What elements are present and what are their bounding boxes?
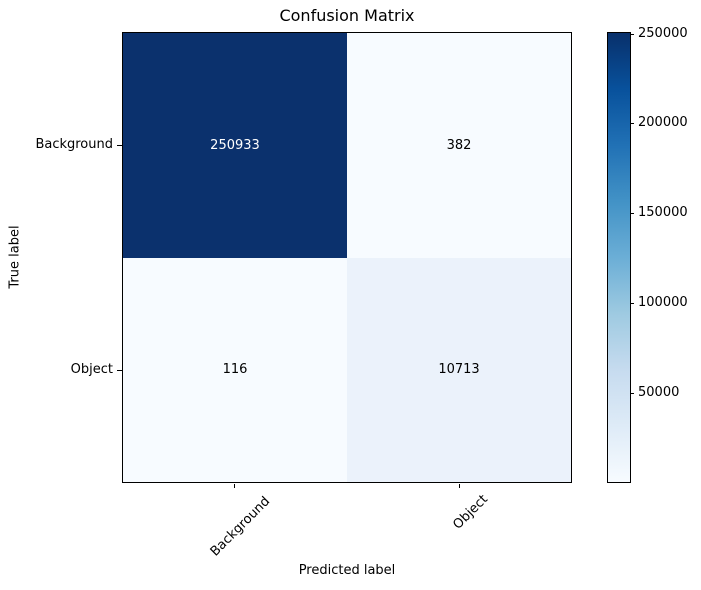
- x-tick-mark-background: [234, 484, 235, 488]
- chart-title: Confusion Matrix: [279, 6, 415, 25]
- colorbar-tick-label: 250000: [638, 26, 688, 41]
- heatmap-cell-background-background: 250933: [123, 33, 347, 258]
- colorbar-tick-mark: [630, 34, 634, 35]
- y-tick-label-background: Background: [35, 137, 113, 152]
- x-tick-mark-object: [459, 484, 460, 488]
- heatmap-cell-object-object: 10713: [347, 257, 571, 482]
- colorbar-tick-label: 50000: [638, 385, 680, 400]
- y-tick-mark-background: [117, 145, 122, 146]
- x-axis-label: Predicted label: [298, 563, 396, 578]
- colorbar-tick-mark: [630, 303, 634, 304]
- colorbar: [607, 32, 631, 483]
- heatmap-cell-object-background: 116: [123, 257, 347, 482]
- colorbar-tick-mark: [630, 213, 634, 214]
- colorbar-tick-mark: [630, 393, 634, 394]
- colorbar-tick-label: 200000: [638, 115, 688, 130]
- colorbar-tick-label: 100000: [638, 295, 688, 310]
- x-tick-label-background: Background: [208, 494, 274, 560]
- y-axis-label: True label: [7, 225, 23, 289]
- y-tick-label-object: Object: [70, 362, 113, 377]
- heatmap-cell-background-object: 382: [347, 33, 571, 258]
- colorbar-tick-mark: [630, 123, 634, 124]
- y-tick-mark-object: [117, 370, 122, 371]
- colorbar-tick-label: 150000: [638, 205, 688, 220]
- heatmap-axes: 250933 382 116 10713: [122, 32, 572, 483]
- x-tick-label-object: Object: [450, 492, 491, 533]
